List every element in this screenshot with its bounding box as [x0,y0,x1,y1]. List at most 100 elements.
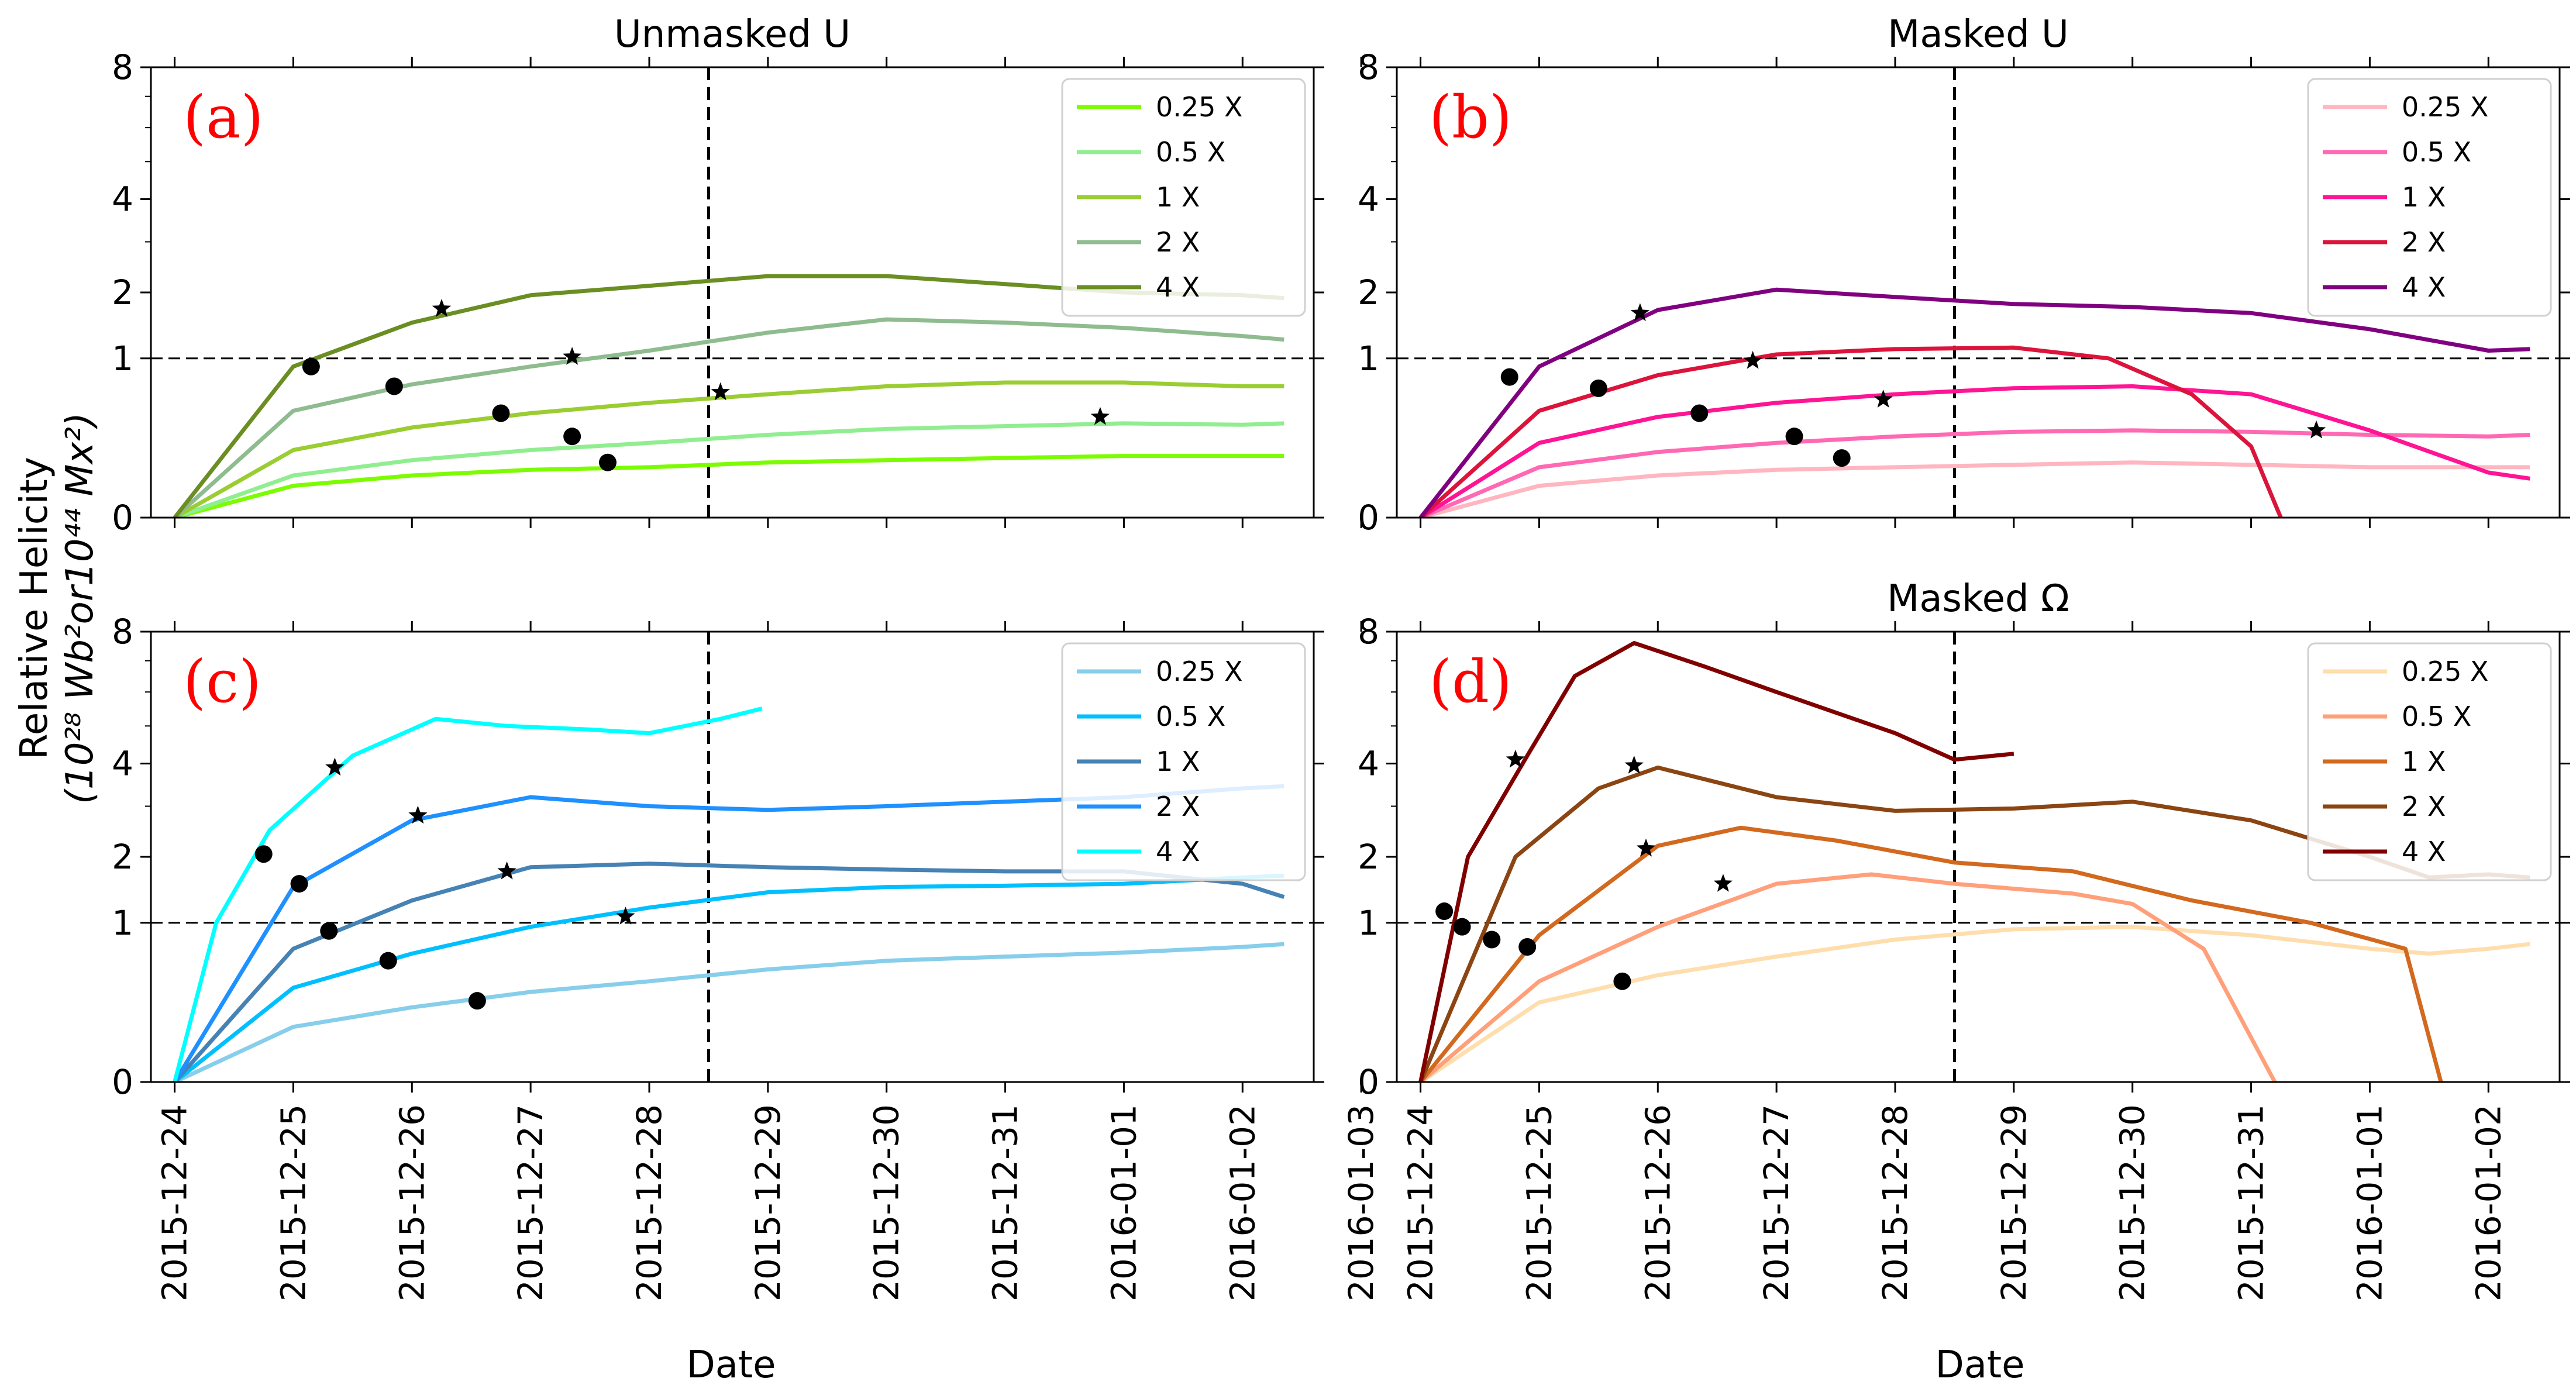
y-tick-label: 1 [112,903,133,943]
series-lines [1418,287,2530,518]
y-tick-label: 0 [1358,1062,1379,1102]
panel-letter: (b) [1429,83,1512,151]
y-tick-label: 0 [112,498,133,537]
legend-label: 4 X [1156,836,1200,867]
circle-marker-4 [379,952,397,970]
x-tick-label: 2015-12-24 [1401,1104,1441,1301]
series-line-0p25X [174,942,1284,1082]
circle-marker-3 [1483,931,1501,949]
x-tick-label: 2015-12-25 [273,1104,313,1301]
y-tick-label: 1 [1358,339,1379,378]
x-tick-label: 2015-12-27 [1757,1104,1796,1301]
x-axis-label-right: Date [1936,1343,2025,1387]
circle-marker-5 [599,453,617,471]
panel-letter: (d) [1429,647,1512,716]
circle-marker-2 [385,377,403,395]
series-line-0p25X [1420,460,2530,518]
legend-label: 1 X [1156,181,1200,213]
panel-letter: (c) [183,647,261,716]
legend-label: 0.25 X [1156,656,1243,687]
x-tick-label: 2015-12-24 [155,1104,195,1301]
legend-label: 4 X [2402,271,2446,303]
star-marker-4 [1713,874,1733,892]
series-line-0p25X [1419,925,2530,1082]
panel-a: 0 1 2 4 8 Unmasked U (a) 0.25 X 0.5 X 1 X 2 X 4 X [112,13,1362,537]
x-tick-label: 2016-01-02 [1222,1104,1262,1301]
y-tick-label: 8 [112,47,133,87]
legend-box [1061,78,1306,317]
legend-label: 4 X [2402,836,2446,867]
y-tick-label: 1 [1358,903,1379,943]
y-tick-label: 4 [112,744,133,784]
legend-label: 0.25 X [1156,91,1243,123]
x-tick-label: 2016-01-03 [1341,1104,1381,1301]
circle-marker-2 [290,875,308,893]
circle-marker-2 [1589,379,1607,397]
series-line-2X [173,317,1284,518]
series-line-0p25X [174,454,1284,518]
circle-marker-4 [1785,428,1803,446]
legend-label: 4 X [1156,271,1200,303]
star-marker-2 [563,347,582,365]
star-marker-4 [616,907,635,925]
legend-label: 0.25 X [2402,656,2489,687]
circle-marker-4 [1518,938,1537,956]
x-tick-label: 2015-12-30 [867,1104,907,1301]
x-tick-label: 2015-12-29 [748,1104,788,1301]
y-tick-label: 4 [1358,744,1379,784]
circle-marker-3 [1690,404,1709,422]
series-line-4X [173,707,763,1082]
legend: 0.25 X 0.5 X 1 X 2 X 4 X [2307,642,2552,881]
y-tick-label: 8 [1358,47,1379,87]
legend-box [1061,642,1306,881]
panel-title: Unmasked U [614,13,850,56]
legend: 0.25 X 0.5 X 1 X 2 X 4 X [1061,642,1306,881]
circle-marker-5 [468,992,486,1010]
x-tick-label: 2016-01-02 [2468,1104,2508,1301]
series-line-0p5X [173,873,1284,1082]
series-line-1X [1418,825,2443,1082]
star-marker-2 [1743,350,1762,369]
star-marker-2 [1624,755,1644,774]
series-line-0p5X [1420,428,2530,518]
star-marker-3 [497,861,516,880]
legend-box [2307,78,2552,317]
legend-label: 0.5 X [2402,701,2471,732]
star-marker-2 [408,805,428,824]
series-line-0p5X [1419,872,2277,1082]
series-line-4X [1418,287,2530,518]
legend-label: 2 X [2402,226,2446,258]
circle-marker-1 [302,357,320,375]
series-line-0p5X [174,421,1284,518]
star-marker-3 [1874,390,1893,408]
star-marker-1 [432,299,452,317]
x-tick-label: 2015-12-28 [1875,1104,1915,1301]
circle-marker-1 [1435,902,1454,921]
x-tick-label: 2015-12-27 [511,1104,550,1301]
y-tick-label: 0 [1358,498,1379,537]
legend-label: 0.5 X [1156,701,1225,732]
x-tick-label: 2015-12-28 [629,1104,669,1301]
x-tick-label: 2015-12-29 [1994,1104,2034,1301]
star-marker-1 [1630,303,1649,322]
legend-label: 0.25 X [2402,91,2489,123]
legend-label: 1 X [1156,746,1200,777]
x-tick-label: 2015-12-26 [1638,1104,1678,1301]
legend-label: 1 X [2402,746,2446,777]
legend: 0.25 X 0.5 X 1 X 2 X 4 X [1061,78,1306,317]
y-tick-label: 2 [1358,837,1379,877]
y-tick-label: 4 [112,180,133,219]
panel-b: 0 1 2 4 8 Masked U (b) 0.25 X 0.5 X 1 X 2 X 4 X [1358,13,2570,537]
legend-label: 0.5 X [2402,136,2471,168]
y-axis-label-line1: Relative Helicity [13,457,56,759]
y-tick-label: 0 [112,1062,133,1102]
x-tick-label: 2015-12-26 [392,1104,432,1301]
circle-marker-1 [1500,368,1518,386]
circle-marker-4 [563,428,581,446]
x-axis-label-left: Date [687,1343,776,1387]
x-tick-label: 2016-01-01 [1104,1104,1144,1301]
y-tick-label: 8 [112,612,133,652]
star-marker-3 [1636,838,1656,857]
series-line-4X [1418,641,2014,1082]
